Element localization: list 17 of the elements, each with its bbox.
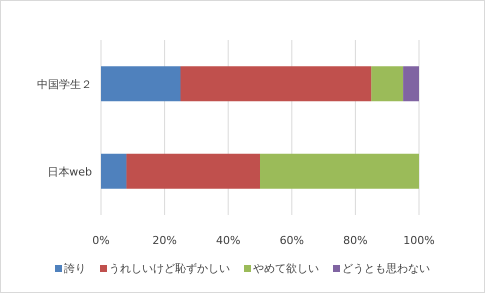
x-tick-label: 60% <box>280 234 304 247</box>
x-tick-label: 0% <box>92 234 110 247</box>
x-tick-label: 100% <box>403 234 435 247</box>
x-tick-label: 80% <box>343 234 368 247</box>
legend-label: 誇り <box>64 262 86 275</box>
bar <box>101 66 180 102</box>
x-tick-label: 40% <box>216 234 240 247</box>
legend-label: うれしいけど恥ずかしい <box>109 262 230 275</box>
bar <box>101 154 126 189</box>
y-tick-label: 中国学生２ <box>37 78 92 91</box>
legend-label: やめて欲しい <box>253 262 319 275</box>
y-tick-label: 日本web <box>47 165 92 178</box>
x-tick-label: 20% <box>152 234 177 247</box>
bar <box>180 66 372 102</box>
bar <box>260 154 419 189</box>
bar <box>126 154 260 189</box>
legend-label: どうとも思わない <box>342 262 430 275</box>
